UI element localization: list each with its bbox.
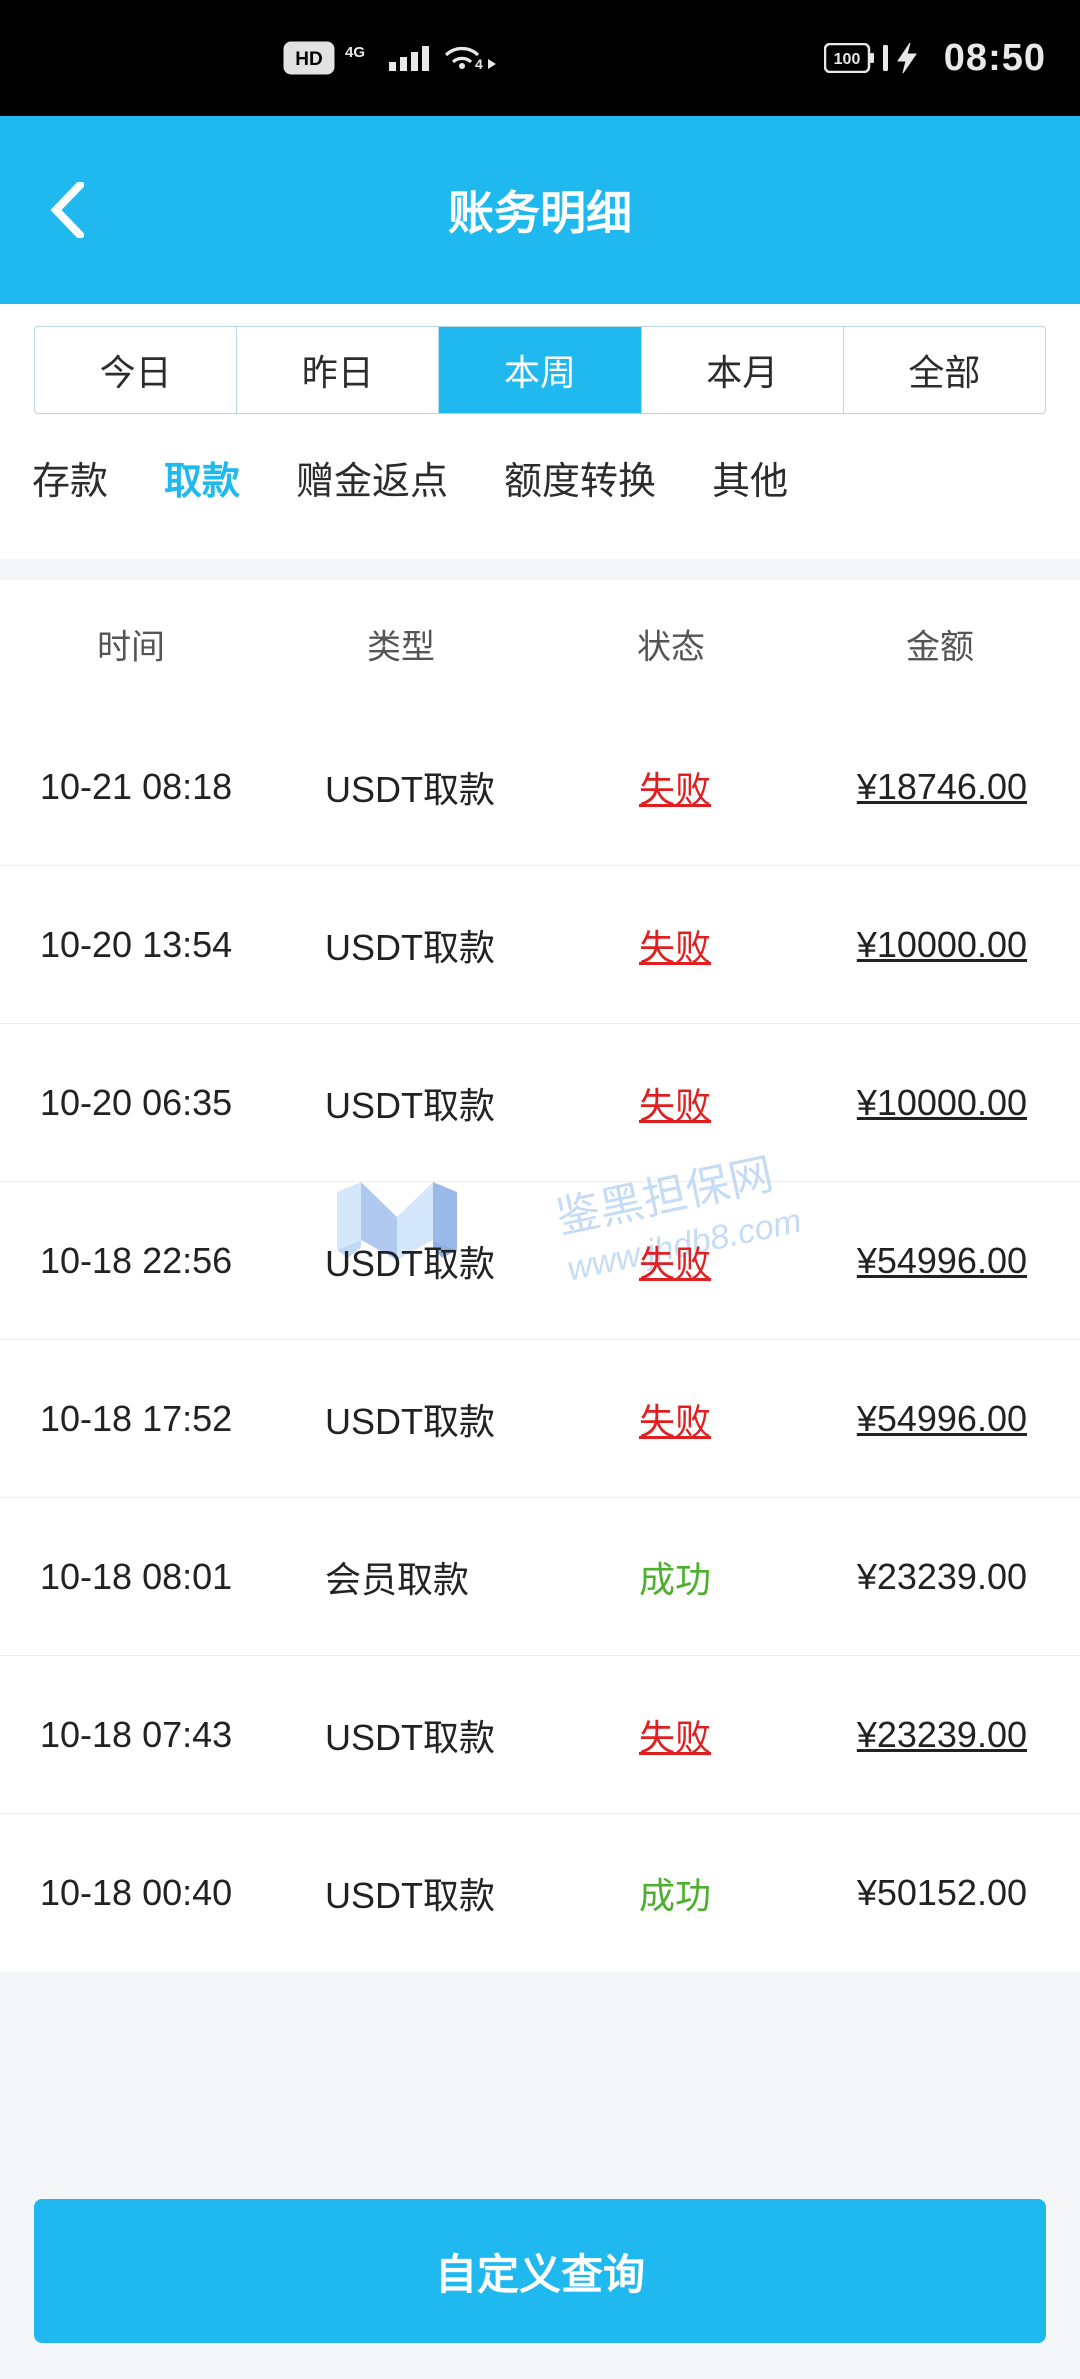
svg-text:4: 4: [475, 56, 483, 72]
svg-text:100: 100: [833, 51, 860, 68]
svg-text:4G: 4G: [345, 44, 365, 61]
svg-text:HD: HD: [295, 49, 322, 70]
